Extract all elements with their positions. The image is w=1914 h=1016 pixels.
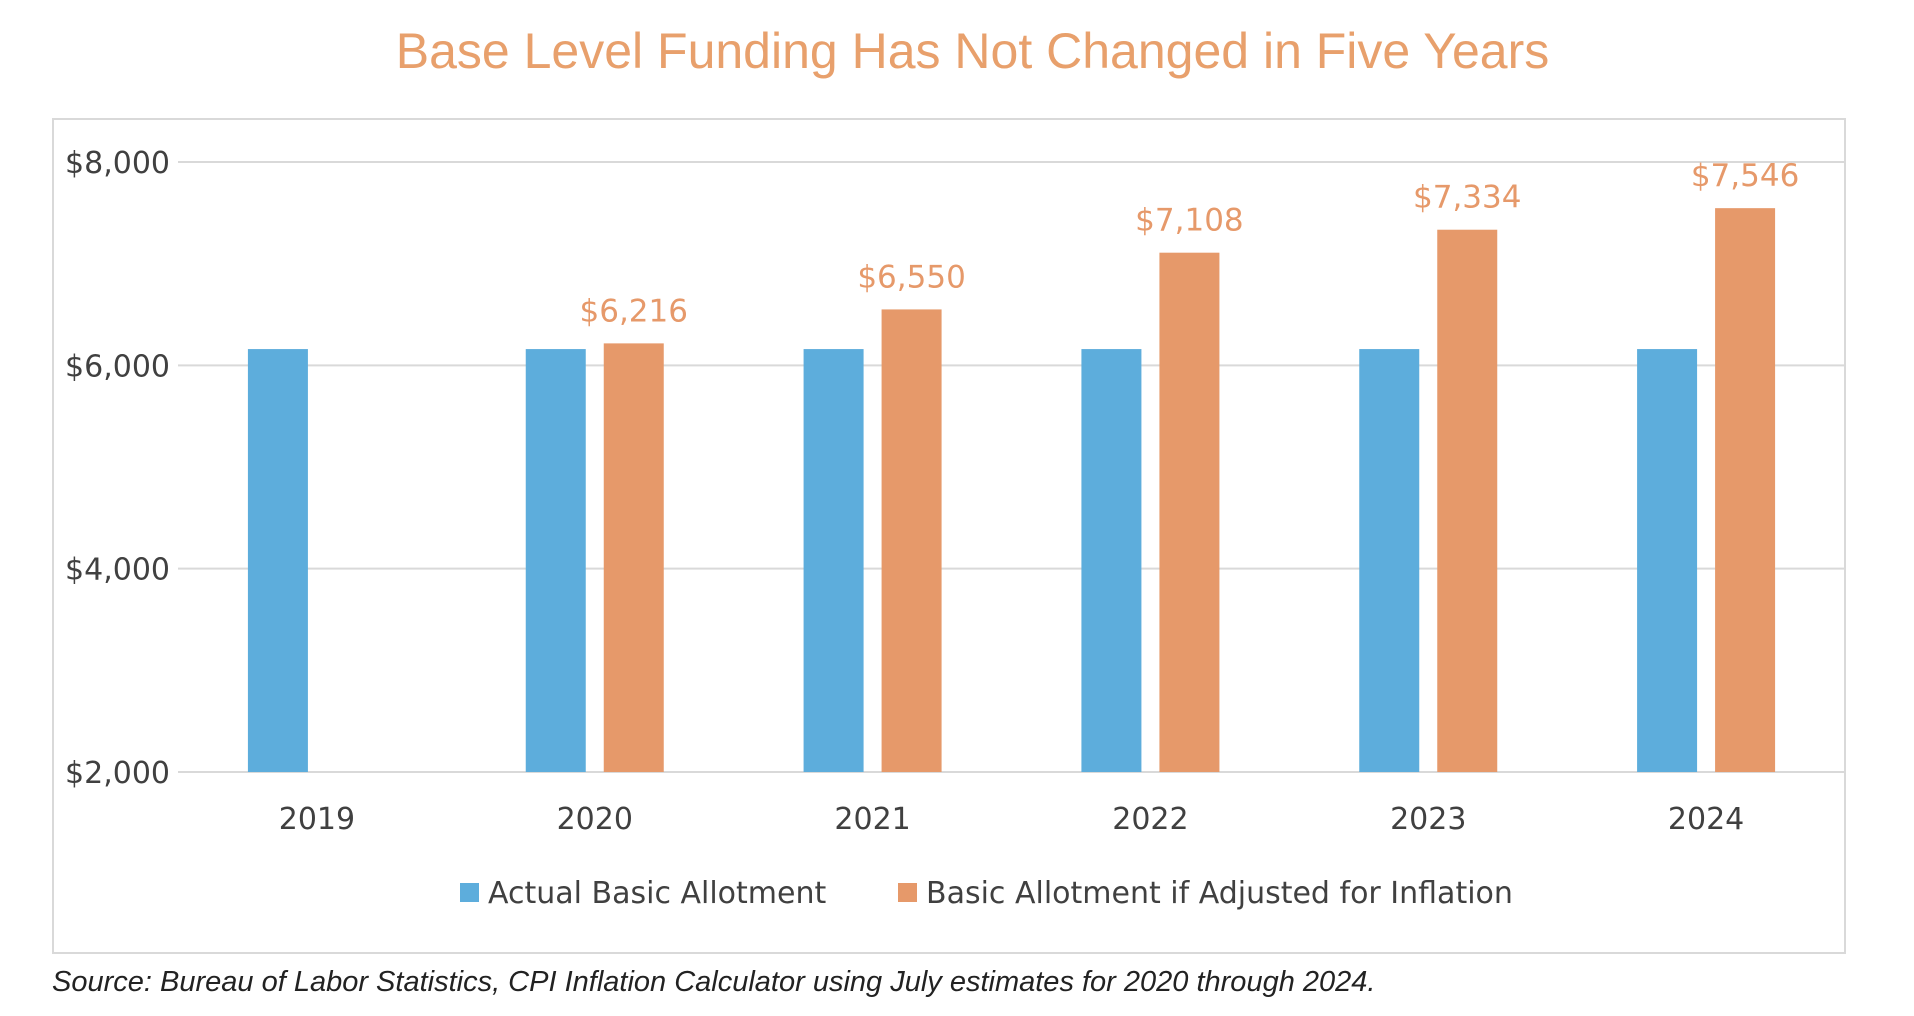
- bars: [247, 208, 1776, 773]
- data-label-2022: $7,108: [1135, 203, 1243, 239]
- legend-swatch-1: [898, 883, 917, 902]
- bar-actual-2020: [525, 349, 586, 772]
- bar-inflation-adjusted-2024: [1715, 208, 1776, 772]
- y-tick-label: $6,000: [65, 349, 170, 384]
- y-tick-label: $8,000: [65, 146, 170, 181]
- legend-swatch-0: [460, 883, 479, 902]
- chart-frame: [52, 118, 1846, 954]
- x-tick-label-2021: 2021: [834, 802, 910, 837]
- bar-inflation-adjusted-2020: [603, 343, 664, 772]
- bar-inflation-adjusted-2021: [881, 309, 942, 772]
- data-label-2020: $6,216: [580, 293, 688, 329]
- legend: Actual Basic Allotment Basic Allotment if…: [460, 876, 1513, 911]
- x-axis-category-labels: 2019 2020 2021 2022 2023 2024: [279, 802, 1745, 837]
- gridlines: [178, 161, 1845, 773]
- x-tick-label-2020: 2020: [557, 802, 633, 837]
- y-tick-label: $4,000: [65, 553, 170, 588]
- chart-title: Base Level Funding Has Not Changed in Fi…: [395, 23, 1550, 79]
- data-label-2024: $7,546: [1691, 158, 1799, 194]
- bar-inflation-adjusted-2022: [1159, 252, 1220, 773]
- legend-label-0: Actual Basic Allotment: [488, 876, 826, 911]
- x-tick-label-2019: 2019: [279, 802, 355, 837]
- y-tick-label: $2,000: [65, 756, 170, 791]
- data-labels: $6,216 $6,550 $7,108 $7,334 $7,546: [580, 158, 1800, 329]
- bar-actual-2022: [1081, 349, 1142, 772]
- data-label-2021: $6,550: [857, 259, 965, 295]
- bar-actual-2021: [803, 349, 864, 772]
- bar-actual-2024: [1637, 349, 1698, 772]
- x-tick-label-2022: 2022: [1112, 802, 1188, 837]
- x-tick-label-2023: 2023: [1390, 802, 1466, 837]
- x-tick-label-2024: 2024: [1668, 802, 1744, 837]
- legend-label-1: Basic Allotment if Adjusted for Inflatio…: [926, 876, 1513, 911]
- bar-inflation-adjusted-2023: [1437, 229, 1498, 772]
- y-axis-tick-labels: $2,000 $4,000 $6,000 $8,000: [65, 146, 170, 791]
- source-note: Source: Bureau of Labor Statistics, CPI …: [52, 966, 1376, 998]
- data-label-2023: $7,334: [1413, 180, 1521, 216]
- bar-actual-2023: [1359, 349, 1420, 772]
- bar-actual-2019: [247, 349, 308, 772]
